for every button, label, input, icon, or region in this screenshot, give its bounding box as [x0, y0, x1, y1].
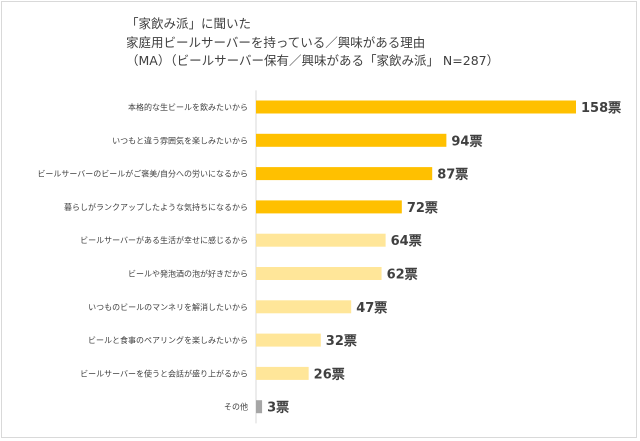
bar: [256, 233, 386, 247]
bar: [256, 200, 402, 214]
data-label: 47票: [356, 300, 387, 316]
bar: [256, 100, 576, 114]
data-label: 64票: [391, 233, 422, 249]
bar: [256, 267, 382, 280]
data-label: 72票: [407, 200, 438, 216]
category-label: ビールサーバーを使うと会話が盛り上がるから: [80, 368, 248, 378]
category-label: その他: [224, 402, 248, 412]
bar: [256, 133, 447, 147]
data-label: 158票: [581, 100, 621, 116]
data-label: 32票: [326, 333, 357, 349]
category-label: ビールサーバーのビールがご褒美/自分への労いになるから: [37, 169, 248, 179]
data-label: 87票: [437, 167, 468, 183]
chart-title-line-1: 「家飲み派」に聞いた: [126, 16, 252, 31]
category-label: ビールや発泡酒の泡が好きだから: [128, 269, 248, 279]
category-label: 暮らしがランクアップしたような気持ちになるから: [64, 202, 248, 212]
data-label: 3票: [267, 400, 289, 416]
data-label: 26票: [314, 366, 345, 382]
chart-title-line-2: 家庭用ビールサーバーを持っている／興味がある理由: [126, 34, 426, 50]
bar: [256, 300, 352, 314]
bar: [256, 366, 309, 380]
category-label: ビールサーバーがある生活が幸せに感じるから: [80, 235, 248, 245]
bar: [256, 167, 433, 181]
category-label: 本格的な生ビールを飲みたいから: [128, 102, 248, 112]
data-label: 62票: [387, 267, 418, 283]
bar: [256, 400, 263, 414]
data-label: 94票: [451, 133, 482, 149]
chart-title: 「家飲み派」に聞いた 家庭用ビールサーバーを持っている／興味がある理由 （MA）…: [126, 15, 499, 71]
chart-title-line-3: （MA）（ビールサーバー保有／興味がある「家飲み派」 N=287）: [126, 53, 500, 68]
bar: [256, 333, 321, 347]
category-label: ビールと食事のペアリングを楽しみたいから: [88, 335, 248, 345]
category-label: いつものビールのマンネリを解消したいから: [88, 302, 248, 312]
category-label: いつもと違う雰囲気を楽しみたいから: [112, 135, 248, 145]
